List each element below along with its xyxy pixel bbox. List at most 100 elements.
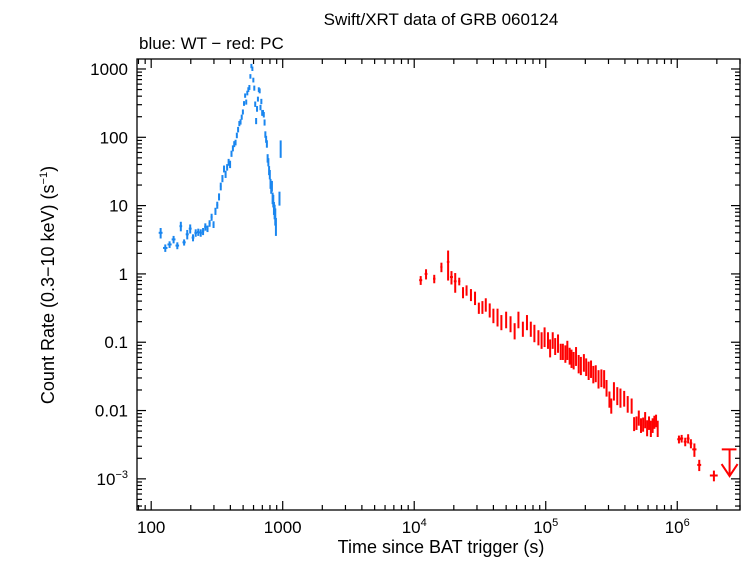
data-point bbox=[692, 443, 696, 456]
y-axis-label-tail: ) bbox=[38, 166, 58, 172]
data-point bbox=[697, 460, 701, 471]
data-point bbox=[544, 327, 545, 347]
x-tick-label: 100 bbox=[137, 518, 165, 537]
data-point bbox=[280, 140, 281, 157]
data-point bbox=[677, 436, 680, 444]
data-point bbox=[609, 392, 610, 408]
data-point bbox=[236, 133, 237, 139]
data-layer bbox=[159, 64, 738, 481]
data-point bbox=[186, 230, 189, 239]
data-point bbox=[710, 471, 718, 482]
data-point bbox=[541, 332, 542, 349]
data-point bbox=[518, 312, 519, 329]
y-tick-label: 1 bbox=[119, 265, 128, 284]
data-point bbox=[257, 106, 258, 112]
data-point bbox=[510, 316, 511, 332]
data-point bbox=[237, 127, 238, 132]
y-axis-label-sup: −1 bbox=[38, 172, 50, 185]
data-point bbox=[279, 192, 280, 206]
data-point bbox=[225, 171, 227, 178]
data-point bbox=[231, 151, 232, 157]
data-point bbox=[501, 315, 502, 330]
data-point bbox=[440, 263, 442, 272]
data-point bbox=[450, 271, 453, 284]
data-point bbox=[172, 236, 176, 243]
data-point bbox=[250, 74, 251, 79]
data-point bbox=[680, 435, 683, 443]
data-point bbox=[419, 276, 422, 285]
data-point bbox=[243, 101, 244, 106]
data-point bbox=[489, 303, 490, 317]
data-point bbox=[253, 78, 254, 83]
data-point bbox=[478, 303, 479, 314]
data-point bbox=[538, 330, 539, 345]
y-tick-label-base: 10 bbox=[97, 470, 116, 489]
y-tick-label-base: 1000 bbox=[90, 60, 128, 79]
data-point bbox=[269, 170, 270, 179]
x-tick-label-exponent: 6 bbox=[684, 517, 690, 529]
data-point bbox=[264, 119, 265, 125]
data-point bbox=[614, 382, 615, 400]
x-tick-label: 106 bbox=[665, 517, 690, 537]
data-point bbox=[220, 183, 222, 191]
x-tick-label-base: 10 bbox=[533, 518, 552, 537]
series-pc bbox=[419, 251, 737, 482]
data-point bbox=[209, 220, 211, 226]
data-point bbox=[276, 218, 277, 236]
data-point bbox=[466, 285, 468, 295]
y-tick-label: 10−3 bbox=[97, 469, 128, 489]
data-point bbox=[261, 99, 262, 104]
data-point bbox=[242, 109, 243, 114]
y-tick-label: 0.1 bbox=[104, 333, 128, 352]
data-point bbox=[522, 322, 523, 337]
data-point bbox=[425, 269, 428, 279]
x-tick-label-exponent: 5 bbox=[552, 517, 558, 529]
y-tick-label-base: 1 bbox=[119, 265, 128, 284]
data-point bbox=[462, 287, 464, 298]
data-point bbox=[240, 119, 241, 124]
chart-title: Swift/XRT data of GRB 060124 bbox=[324, 10, 559, 29]
data-point bbox=[433, 275, 435, 283]
data-point bbox=[235, 140, 236, 146]
data-point bbox=[552, 332, 553, 349]
data-point bbox=[215, 208, 217, 215]
x-tick-label: 104 bbox=[402, 517, 427, 537]
y-axis-label-main: Count Rate (0.3−10 keV) (s bbox=[38, 184, 58, 404]
y-tick-label-base: 10 bbox=[109, 197, 128, 216]
data-point bbox=[257, 97, 258, 102]
data-point bbox=[454, 273, 457, 293]
y-tick-label: 10 bbox=[109, 197, 128, 216]
data-point bbox=[163, 244, 167, 251]
x-tick-label-exponent: 4 bbox=[421, 517, 427, 529]
data-point bbox=[550, 339, 551, 357]
y-tick-label: 0.01 bbox=[95, 402, 128, 421]
data-point bbox=[263, 112, 264, 118]
data-point bbox=[690, 439, 693, 448]
data-point bbox=[175, 242, 179, 249]
data-point bbox=[259, 88, 260, 93]
data-point bbox=[458, 278, 460, 286]
data-point bbox=[189, 224, 192, 233]
data-point bbox=[197, 229, 200, 236]
data-point bbox=[218, 193, 220, 200]
data-point bbox=[482, 301, 483, 314]
data-point bbox=[216, 202, 218, 209]
x-tick-label-base: 100 bbox=[137, 518, 165, 537]
data-point bbox=[485, 298, 486, 311]
data-point bbox=[470, 289, 472, 301]
y-tick-label-exponent: −3 bbox=[115, 469, 128, 481]
data-point bbox=[223, 166, 225, 173]
y-tick-label-base: 0.01 bbox=[95, 402, 128, 421]
data-point bbox=[159, 228, 163, 238]
data-point bbox=[256, 118, 257, 124]
data-point bbox=[474, 292, 476, 305]
data-point bbox=[192, 234, 195, 241]
data-point bbox=[202, 228, 204, 235]
data-point bbox=[249, 85, 250, 90]
y-tick-label: 1000 bbox=[90, 60, 128, 79]
data-point bbox=[245, 93, 246, 97]
x-tick-label-base: 10 bbox=[402, 518, 421, 537]
data-point bbox=[213, 221, 215, 228]
